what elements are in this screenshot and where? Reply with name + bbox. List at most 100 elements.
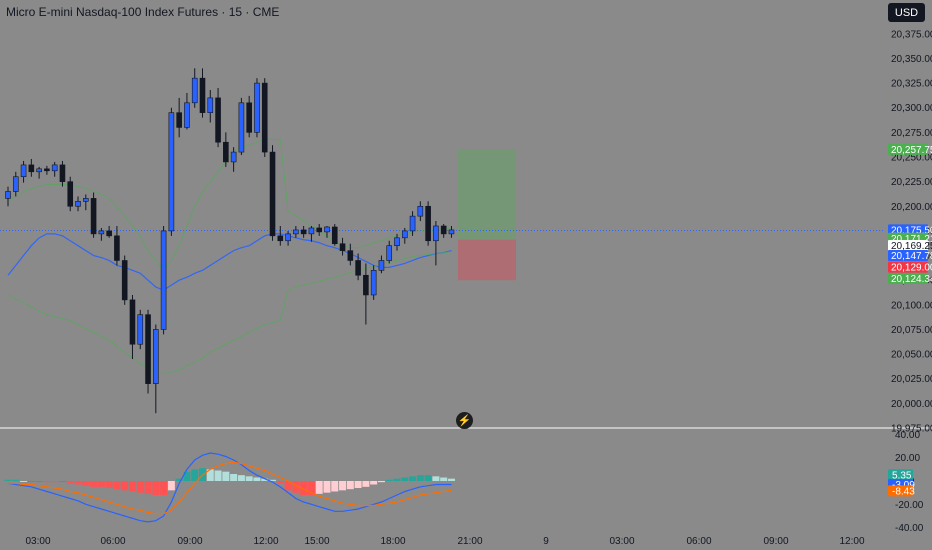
macd-histogram-bar bbox=[82, 481, 90, 486]
candle-body bbox=[67, 181, 74, 207]
macd-histogram-bar bbox=[300, 481, 308, 495]
candle-body bbox=[440, 225, 447, 235]
macd-histogram-bar bbox=[284, 481, 292, 491]
macd-histogram-bar bbox=[377, 481, 385, 483]
price-tick-label: 20,275.00 bbox=[891, 128, 932, 139]
time-tick-label: 03:00 bbox=[25, 536, 50, 547]
macd-histogram-bar bbox=[237, 475, 245, 481]
macd-histogram-bar bbox=[183, 471, 191, 481]
position-stop-zone bbox=[458, 239, 516, 281]
price-tick-label: 20,050.00 bbox=[891, 350, 932, 361]
moving-average-line bbox=[7, 233, 452, 291]
candle-body bbox=[370, 270, 377, 296]
macd-histogram-bar bbox=[354, 481, 362, 488]
band-upper-line bbox=[7, 138, 452, 272]
signal-line bbox=[8, 461, 452, 515]
time-tick-label: 9 bbox=[543, 536, 549, 547]
candle-body bbox=[300, 229, 307, 235]
candle-body bbox=[394, 237, 400, 246]
lightning-icon[interactable]: ⚡ bbox=[456, 412, 473, 429]
candle-body bbox=[44, 168, 50, 172]
price-badge-value: 20,175.50 bbox=[891, 225, 932, 236]
candle-body bbox=[20, 164, 27, 178]
candle-body bbox=[448, 229, 455, 235]
macd-histogram-bar bbox=[206, 469, 214, 481]
macd-histogram-bar bbox=[261, 478, 269, 481]
currency-button[interactable]: USD bbox=[888, 3, 925, 22]
candle-body bbox=[59, 164, 66, 182]
candle-body bbox=[5, 191, 11, 199]
candle-body bbox=[83, 198, 89, 202]
candle-body bbox=[98, 230, 105, 235]
macd-histogram-bar bbox=[447, 478, 455, 481]
candle-body bbox=[191, 77, 198, 104]
price-badge-value: 20,171.21 bbox=[891, 234, 932, 245]
macd-histogram-bar bbox=[4, 479, 12, 481]
candle-body bbox=[409, 215, 416, 232]
price-badge bbox=[888, 239, 928, 251]
macd-histogram-bar bbox=[292, 481, 300, 493]
macd-histogram-bar bbox=[66, 481, 74, 484]
macd-histogram-bar bbox=[253, 477, 261, 481]
candle-body bbox=[51, 164, 58, 172]
time-tick-label: 21:00 bbox=[457, 536, 482, 547]
macd-histogram-bar bbox=[307, 481, 315, 495]
candle-body bbox=[433, 225, 439, 242]
macd-tick-label: 20.00 bbox=[895, 453, 920, 464]
macd-histogram-bar bbox=[424, 475, 432, 481]
candle-body bbox=[199, 77, 206, 113]
price-axis[interactable]: 20,375.00 20,350.00 20,325.00 20,300.00 20,2… bbox=[888, 29, 932, 534]
candles bbox=[5, 68, 455, 414]
symbol-title[interactable]: Micro E-mini Nasdaq-100 Index Futures · … bbox=[6, 5, 280, 19]
macd-histogram-bar bbox=[401, 477, 409, 481]
time-axis[interactable]: 03:00 06:00 09:00 12:00 15:00 18:00 21:00 9 03:0… bbox=[25, 536, 864, 547]
price-badge-value: 20,129.00 bbox=[891, 263, 932, 274]
candle-body bbox=[176, 112, 182, 128]
candle-body bbox=[12, 176, 19, 192]
macd-histogram-bar bbox=[214, 470, 222, 481]
macd-histogram-bar bbox=[432, 476, 440, 481]
macd-histogram-bar bbox=[230, 474, 238, 481]
macd-histogram-bar bbox=[331, 481, 339, 492]
long-position-tool[interactable] bbox=[0, 149, 885, 281]
candle-body bbox=[386, 245, 393, 261]
macd-tick-label: -20.00 bbox=[895, 500, 924, 511]
candle-body bbox=[238, 102, 245, 153]
macd-histogram-bar bbox=[160, 481, 168, 495]
macd-histogram-bar bbox=[27, 481, 35, 482]
macd-histogram-bar bbox=[128, 481, 136, 492]
price-tick-label: 20,375.00 bbox=[891, 29, 932, 40]
candle-body bbox=[277, 235, 284, 242]
candle-body bbox=[355, 260, 361, 276]
macd-histogram-bar bbox=[245, 476, 253, 481]
macd-histogram-bar bbox=[90, 481, 98, 487]
time-tick-label: 15:00 bbox=[304, 536, 329, 547]
macd-histogram-bar bbox=[58, 481, 66, 482]
candle-body bbox=[137, 314, 144, 345]
macd-histogram-bar bbox=[385, 479, 393, 481]
macd-histogram-bar bbox=[136, 481, 144, 493]
candle-body bbox=[230, 151, 237, 163]
price-tick-label: 20,000.00 bbox=[891, 399, 932, 410]
price-tick-label: 20,300.00 bbox=[891, 103, 932, 114]
candle-body bbox=[316, 227, 323, 233]
macd-badge bbox=[888, 485, 913, 497]
price-badge-value: 20,147.78 bbox=[891, 251, 932, 262]
macd-line bbox=[7, 452, 452, 523]
candle-body bbox=[324, 226, 330, 233]
candle-body bbox=[145, 314, 151, 384]
macd-histogram-bar bbox=[20, 481, 28, 482]
macd-histogram-bar bbox=[43, 481, 51, 483]
macd-histogram-bar bbox=[370, 481, 378, 485]
macd-histogram-bar bbox=[97, 481, 105, 487]
candle-body bbox=[246, 102, 252, 133]
candle-body bbox=[363, 274, 369, 296]
candle-body bbox=[293, 229, 299, 235]
candle-body bbox=[269, 151, 276, 237]
macd-histogram-bar bbox=[51, 481, 59, 483]
price-tick-label: 20,200.00 bbox=[891, 202, 932, 213]
candle-body bbox=[339, 243, 346, 251]
candle-body bbox=[153, 329, 159, 384]
